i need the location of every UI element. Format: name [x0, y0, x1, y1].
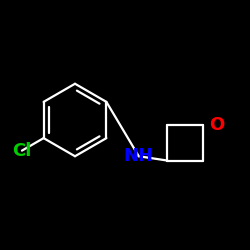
Text: Cl: Cl: [12, 142, 32, 160]
Text: O: O: [209, 116, 224, 134]
Text: NH: NH: [124, 147, 154, 165]
